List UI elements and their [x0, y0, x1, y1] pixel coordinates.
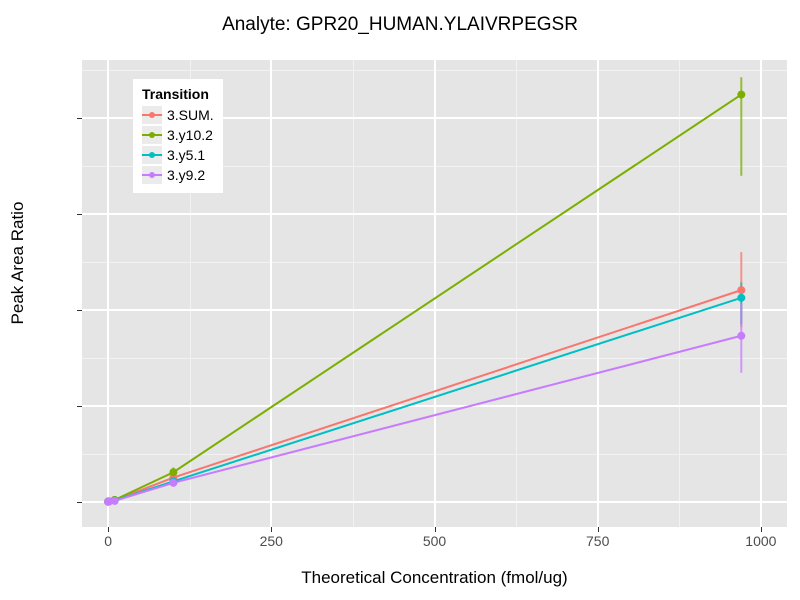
gridline-major-vertical: [759, 60, 762, 527]
x-tick-label: 1000: [745, 533, 777, 549]
y-tick-mark: [77, 502, 82, 504]
legend-key-dot: [149, 112, 155, 118]
legend-item-label: 3.SUM.: [167, 107, 214, 123]
x-tick-mark: [271, 527, 273, 532]
error-bars-3.SUM.: [107, 252, 743, 503]
legend-key-dot: [149, 132, 155, 138]
legend-item-label: 3.y10.2: [167, 127, 213, 143]
legend-item[interactable]: 3.y5.1: [142, 145, 214, 165]
legend-key-dot: [149, 172, 155, 178]
gridline-major-vertical: [270, 60, 273, 527]
gridline-major-vertical: [433, 60, 436, 527]
x-tick-label: 750: [586, 533, 610, 549]
legend-key-icon: [142, 106, 162, 124]
gridline-minor-vertical: [189, 60, 191, 527]
series-line-3.y9.2: [107, 334, 742, 503]
y-tick-mark: [77, 213, 82, 215]
legend-item-label: 3.y9.2: [167, 167, 206, 183]
x-axis-title: Theoretical Concentration (fmol/ug): [301, 568, 568, 587]
x-tick-mark: [108, 527, 110, 532]
legend-item[interactable]: 3.y9.2: [142, 165, 214, 185]
legend-item-label: 3.y5.1: [167, 147, 206, 163]
legend: Transition 3.SUM. 3.y10.2 3.y5.1 3.y9.2: [133, 79, 223, 193]
chart-title: Analyte: GPR20_HUMAN.YLAIVRPEGSR: [222, 14, 578, 35]
series-line-3.y5.1: [107, 296, 742, 503]
y-tick-mark: [77, 117, 82, 119]
gridline-major-vertical: [107, 60, 110, 527]
gridline-minor-vertical: [352, 60, 354, 527]
series-line-3.SUM.: [107, 289, 742, 503]
error-bars-3.y5.1: [107, 282, 743, 503]
gridline-minor-vertical: [516, 60, 518, 527]
legend-key-dot: [149, 152, 155, 158]
x-tick-label: 0: [104, 533, 112, 549]
x-tick-mark: [760, 527, 762, 532]
gridline-major-vertical: [596, 60, 599, 527]
x-tick-mark: [434, 527, 436, 532]
x-tick-mark: [597, 527, 599, 532]
legend-key-icon: [142, 166, 162, 184]
x-tick-label: 250: [259, 533, 283, 549]
legend-key-icon: [142, 146, 162, 164]
series-points-3.y9.2: [104, 331, 746, 506]
legend-item[interactable]: 3.y10.2: [142, 125, 214, 145]
y-tick-mark: [77, 309, 82, 311]
legend-key-icon: [142, 126, 162, 144]
series-layer: [104, 77, 746, 506]
x-tick-label: 500: [422, 533, 447, 549]
legend-title: Transition: [142, 86, 209, 102]
legend-items: 3.SUM. 3.y10.2 3.y5.1 3.y9.2: [142, 105, 214, 185]
gridline-minor-vertical: [679, 60, 681, 527]
y-axis-title: Peak Area Ratio: [8, 201, 27, 325]
y-tick-mark: [77, 405, 82, 407]
legend-item[interactable]: 3.SUM.: [142, 105, 214, 125]
